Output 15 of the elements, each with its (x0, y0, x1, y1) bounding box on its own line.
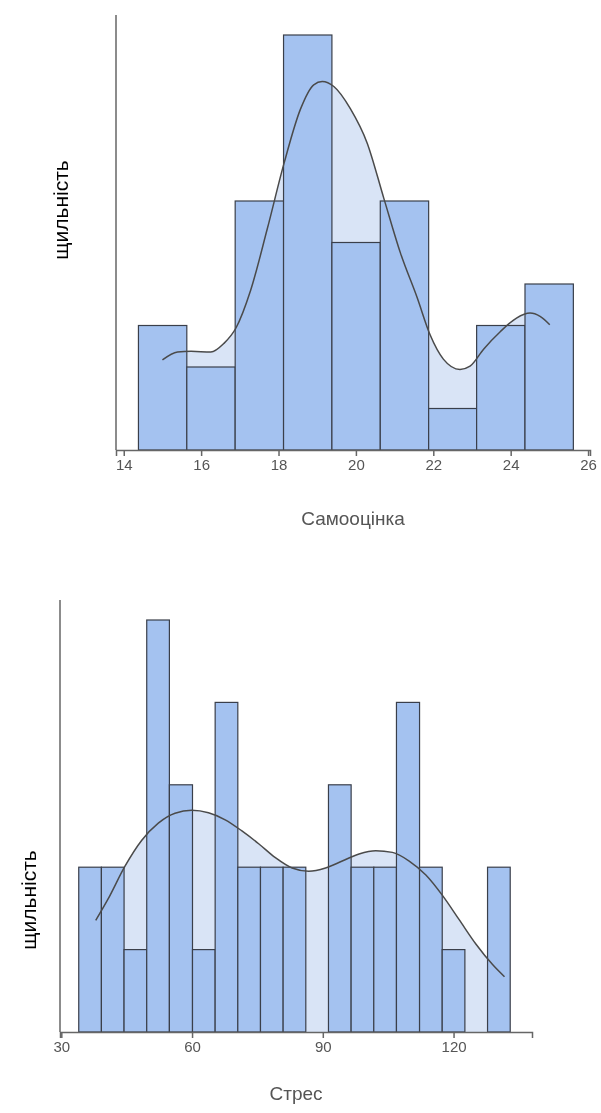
x-tick-label: 16 (193, 455, 210, 473)
x-tick-label: 26 (580, 455, 597, 473)
x-tick-label: 120 (441, 1037, 467, 1055)
x-tick-label: 24 (502, 455, 520, 473)
x-tick-label: 90 (314, 1037, 332, 1055)
x-tick-label: 14 (115, 455, 133, 473)
y-axis-title: щильність (48, 160, 72, 260)
x-tick-label: 30 (53, 1037, 71, 1055)
x-tick-label: 18 (270, 455, 288, 473)
x-axis-title: Стрес (269, 1083, 323, 1104)
x-tick-label: 20 (348, 455, 365, 473)
x-tick-label: 22 (425, 455, 443, 473)
x-axis-title: Самооцінка (301, 508, 406, 529)
y-axis-title: щильність (16, 850, 40, 950)
x-tick-label: 60 (184, 1037, 201, 1055)
